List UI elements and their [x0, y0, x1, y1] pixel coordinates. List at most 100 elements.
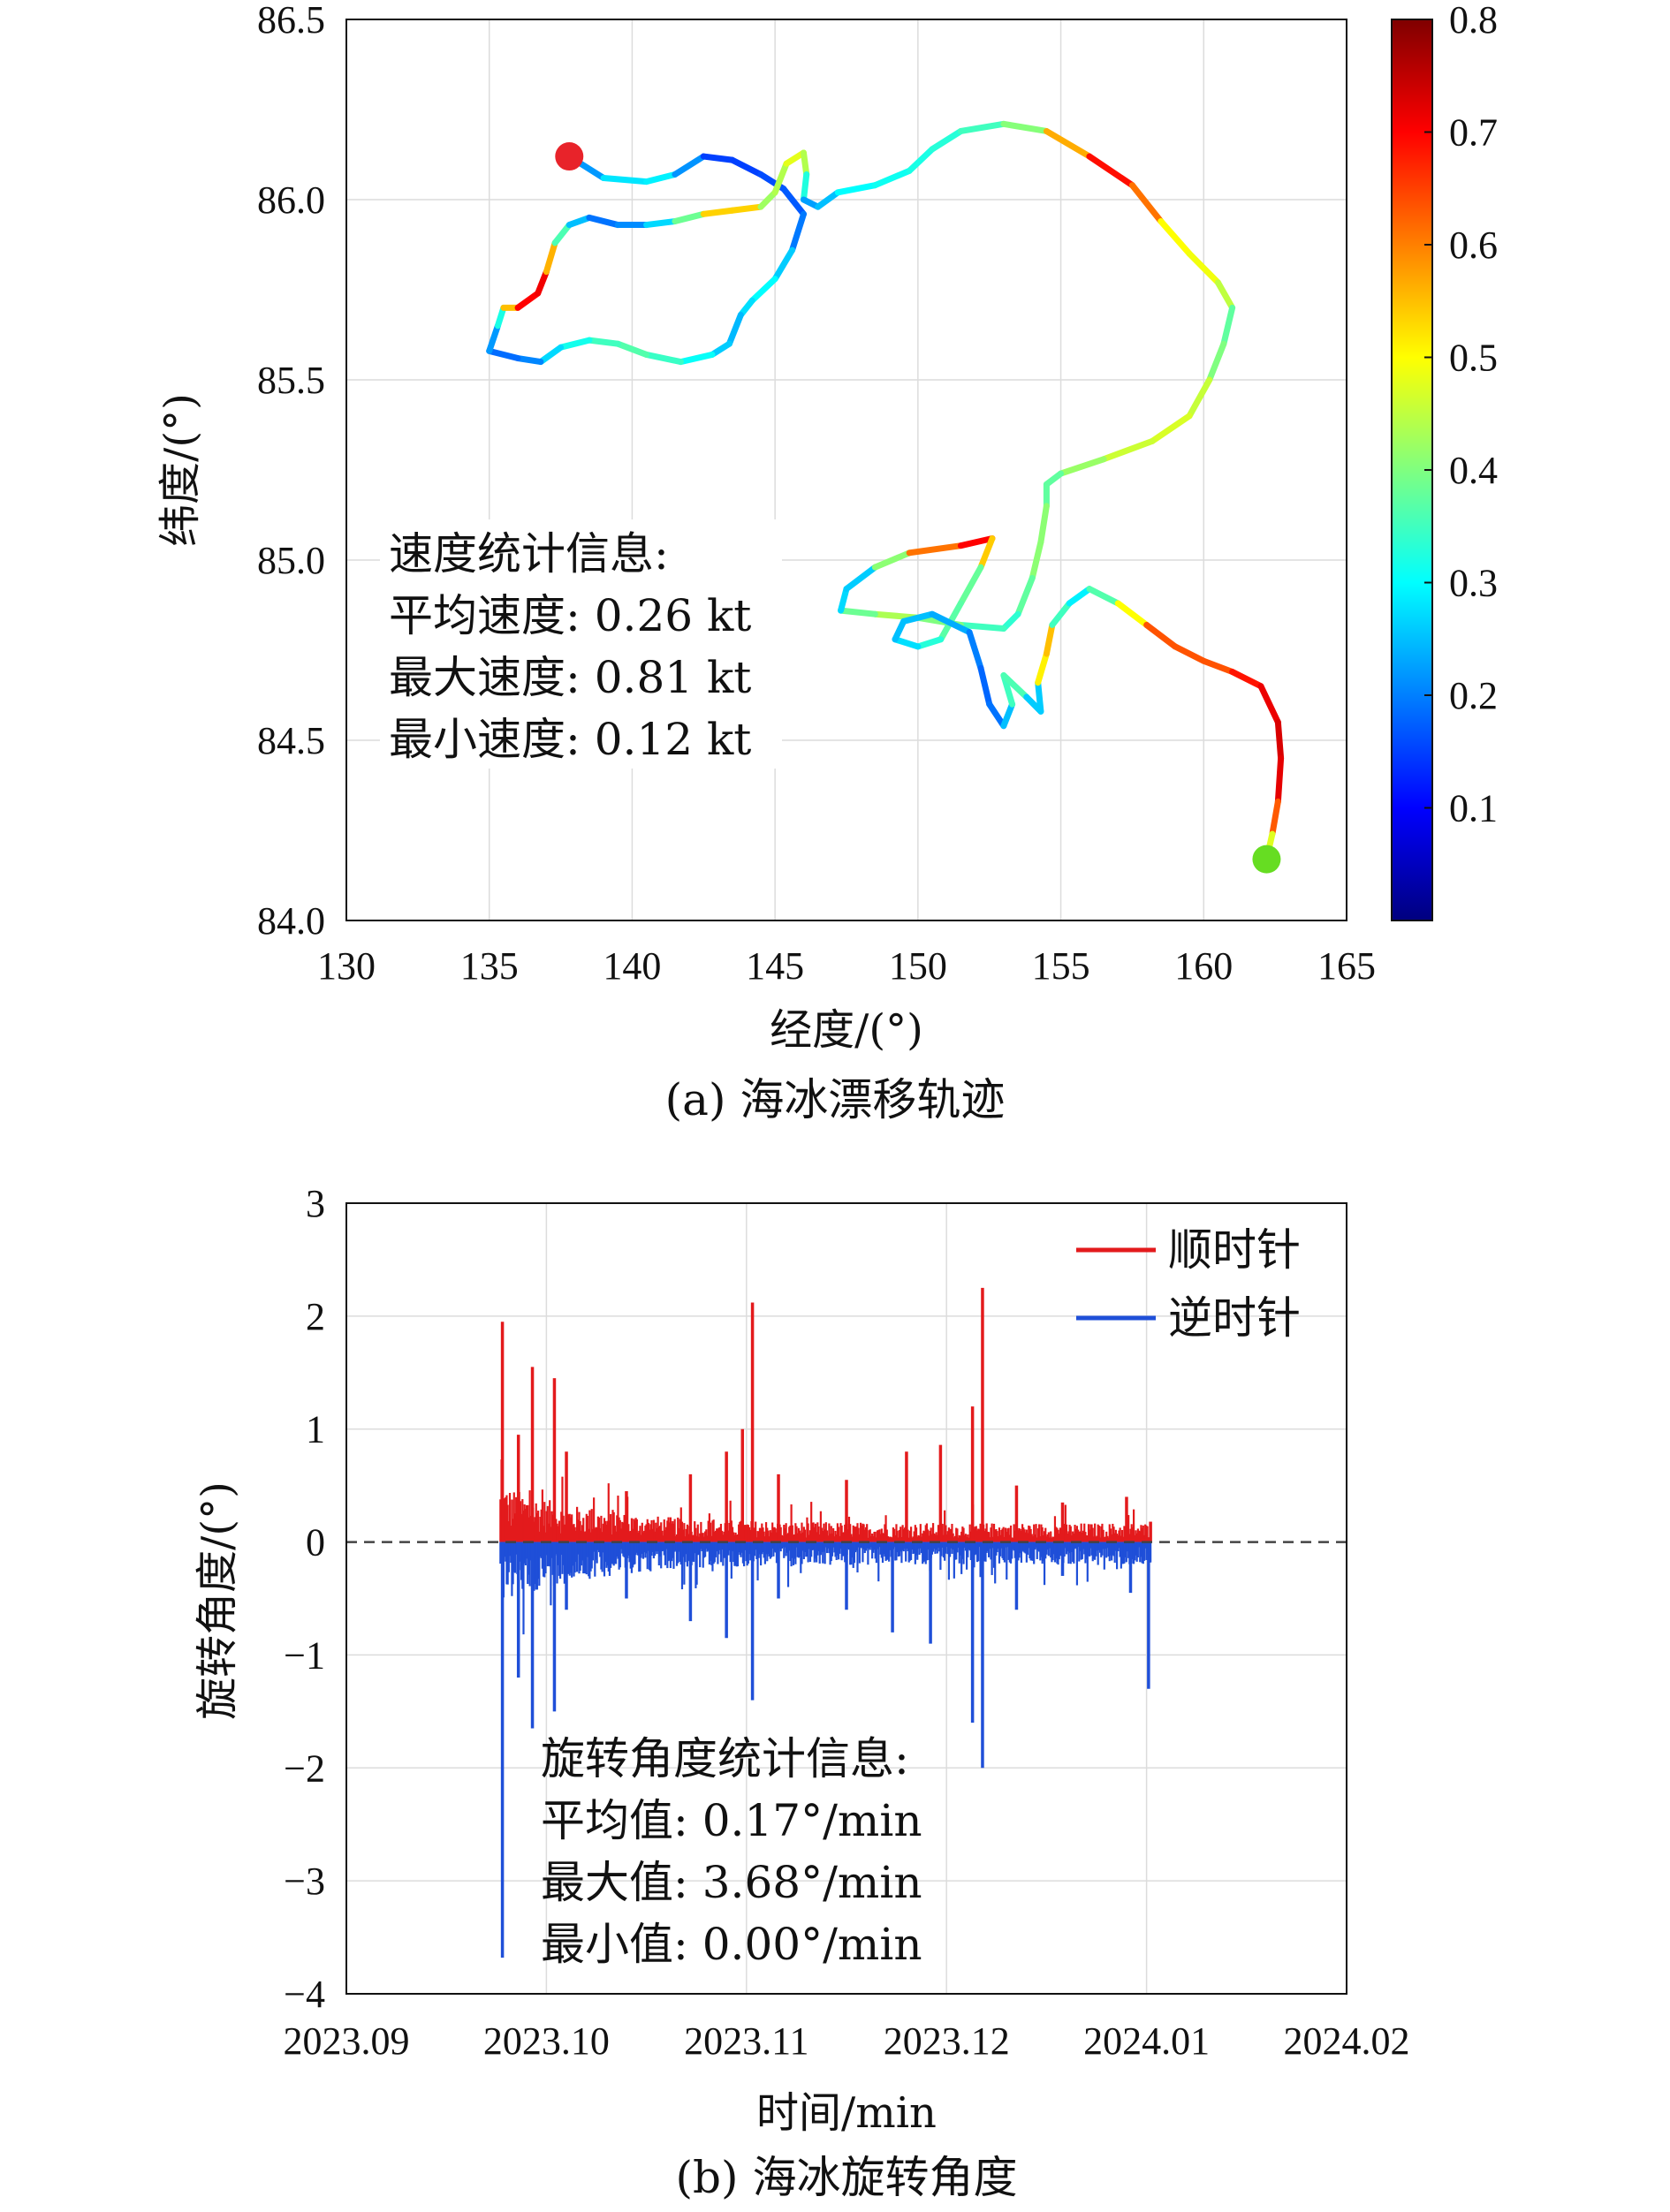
a-track-segment	[486, 347, 521, 362]
a-track-segment	[1035, 650, 1050, 686]
a-track-segment	[1186, 376, 1213, 420]
b-y-tick-labels: 3 2 1 0 −1 −2 −3 −4	[284, 1182, 325, 2016]
a-x-tick-label: 155	[1032, 944, 1090, 988]
a-colorbar-tick-label: 0.3	[1449, 562, 1498, 605]
b-x-tick-label: 2023.11	[684, 2019, 808, 2063]
a-track-segment	[729, 203, 764, 214]
b-y-tick-label: −1	[284, 1633, 325, 1677]
a-track-segment	[1158, 217, 1193, 257]
a-track-segment	[1206, 340, 1227, 383]
a-colorbar-ticks: 0.1 0.2 0.3 0.4 0.5 0.6 0.7 0.8	[1424, 0, 1498, 830]
a-track-segment	[1274, 719, 1285, 761]
a-track-segment	[1100, 437, 1156, 463]
a-track-segment	[1128, 182, 1165, 224]
a-track-segment	[1114, 600, 1150, 628]
a-track-segment	[966, 629, 984, 671]
a-stats-box: 速度统计信息: 平均速度: 0.26 kt 最大速度: 0.81 kt 最小速度…	[380, 519, 782, 769]
b-y-tick-label: −4	[284, 1973, 325, 2016]
b-y-axis-label: 旋转角度/(°)	[193, 1481, 242, 1720]
a-track-segment	[915, 636, 945, 650]
a-stats-line-min: 最小速度: 0.12 kt	[389, 714, 751, 765]
a-track-segment	[1000, 701, 1016, 730]
a-track-segment	[586, 214, 621, 229]
a-track-segment	[900, 610, 936, 625]
b-legend-label-counterclockwise: 逆时针	[1168, 1292, 1301, 1344]
a-track-segment	[729, 156, 764, 178]
a-track-segment	[514, 290, 542, 311]
drift-trajectory-chart: 130 135 140 145 150 155 160 165 84.0 84.5 85.0 85.…	[156, 0, 1498, 1125]
a-track-segment	[486, 322, 501, 354]
a-end-point	[1252, 845, 1281, 874]
a-track-segment	[1086, 586, 1121, 607]
a-x-tick-label: 145	[746, 944, 804, 988]
b-y-tick-label: −2	[284, 1746, 325, 1790]
b-stats-line-min: 最小值: 0.00°/min	[541, 1919, 922, 1970]
a-track-segment	[957, 535, 996, 549]
a-track-segment	[1029, 539, 1044, 581]
b-stats-line-max: 最大值: 3.68°/min	[541, 1857, 922, 1908]
a-track-segment	[1220, 304, 1236, 347]
a-track-segment	[1274, 754, 1285, 805]
a-track-segment	[780, 186, 807, 217]
a-track-segment	[815, 189, 841, 210]
b-x-tick-label: 2023.12	[884, 2019, 1010, 2063]
a-x-tick-label: 140	[603, 944, 661, 988]
a-track-segment	[800, 170, 810, 203]
a-x-tick-labels: 130 135 140 145 150 155 160 165	[317, 944, 1376, 988]
a-track-segment	[672, 210, 707, 224]
b-x-tick-label: 2024.02	[1284, 2019, 1410, 2063]
a-track-segment	[986, 701, 1007, 730]
a-colorbar-tick-label: 0.1	[1449, 787, 1498, 830]
b-x-tick-label: 2023.10	[483, 2019, 610, 2063]
b-y-tick-label: 2	[306, 1295, 325, 1338]
rotation-angle-chart: 2023.09 2023.10 2023.11 2023.12 2024.01 2024.…	[193, 1182, 1410, 2203]
a-track-segment	[789, 210, 807, 254]
a-track-segment	[906, 146, 936, 174]
a-track-segment	[1257, 683, 1281, 726]
a-colorbar-tick-label: 0.5	[1449, 337, 1498, 380]
a-colorbar-tick-label: 0.8	[1449, 0, 1498, 42]
a-track-segment	[1149, 413, 1193, 444]
a-x-tick-label: 160	[1174, 944, 1233, 988]
a-track-segment	[514, 355, 544, 366]
a-colorbar-tick-label: 0.2	[1449, 674, 1498, 717]
a-x-tick-label: 135	[460, 944, 519, 988]
a-track-segment	[586, 337, 621, 347]
a-y-tick-label: 85.5	[257, 359, 325, 402]
a-track-segment	[537, 344, 565, 366]
a-track-segment	[957, 564, 984, 607]
a-colorbar-tick-label: 0.4	[1449, 449, 1498, 492]
b-y-tick-label: 3	[306, 1182, 325, 1225]
a-stats-line-max: 最大速度: 0.81 kt	[389, 652, 751, 703]
a-track-segment	[494, 304, 507, 330]
b-stats-box: 旋转角度统计信息: 平均值: 0.17°/min 最大值: 3.68°/min …	[541, 1733, 922, 1970]
a-track-segment	[643, 351, 684, 366]
a-x-tick-label: 165	[1317, 944, 1376, 988]
a-track-segment	[757, 189, 778, 210]
a-track-segment	[929, 610, 973, 636]
a-stats-background	[380, 519, 782, 769]
a-track-segment	[1043, 127, 1093, 160]
a-stats-title: 速度统计信息:	[389, 528, 669, 580]
a-y-tick-label: 84.0	[257, 899, 325, 943]
a-track-segment	[834, 182, 878, 196]
a-track-segment	[977, 664, 993, 708]
a-track-segment	[838, 586, 850, 614]
a-track-segment	[543, 239, 558, 276]
a-y-axis-label: 纬度/(°)	[156, 393, 205, 547]
a-track-segment	[1143, 621, 1179, 650]
b-y-tick-label: 0	[306, 1521, 325, 1564]
a-track-segment	[1200, 657, 1236, 675]
a-track-segment	[843, 564, 878, 593]
b-legend: 顺时针 逆时针	[1076, 1224, 1301, 1344]
a-track-segment	[771, 160, 790, 196]
a-x-tick-label: 130	[317, 944, 376, 988]
a-track-segment	[725, 312, 744, 347]
b-plot-frame	[345, 1202, 1347, 1995]
a-track-segment	[1058, 456, 1107, 477]
a-y-tick-label: 84.5	[257, 719, 325, 762]
a-x-tick-label: 150	[889, 944, 947, 988]
b-rotation-bars	[499, 1287, 1152, 1958]
a-track-segment	[957, 120, 1007, 134]
